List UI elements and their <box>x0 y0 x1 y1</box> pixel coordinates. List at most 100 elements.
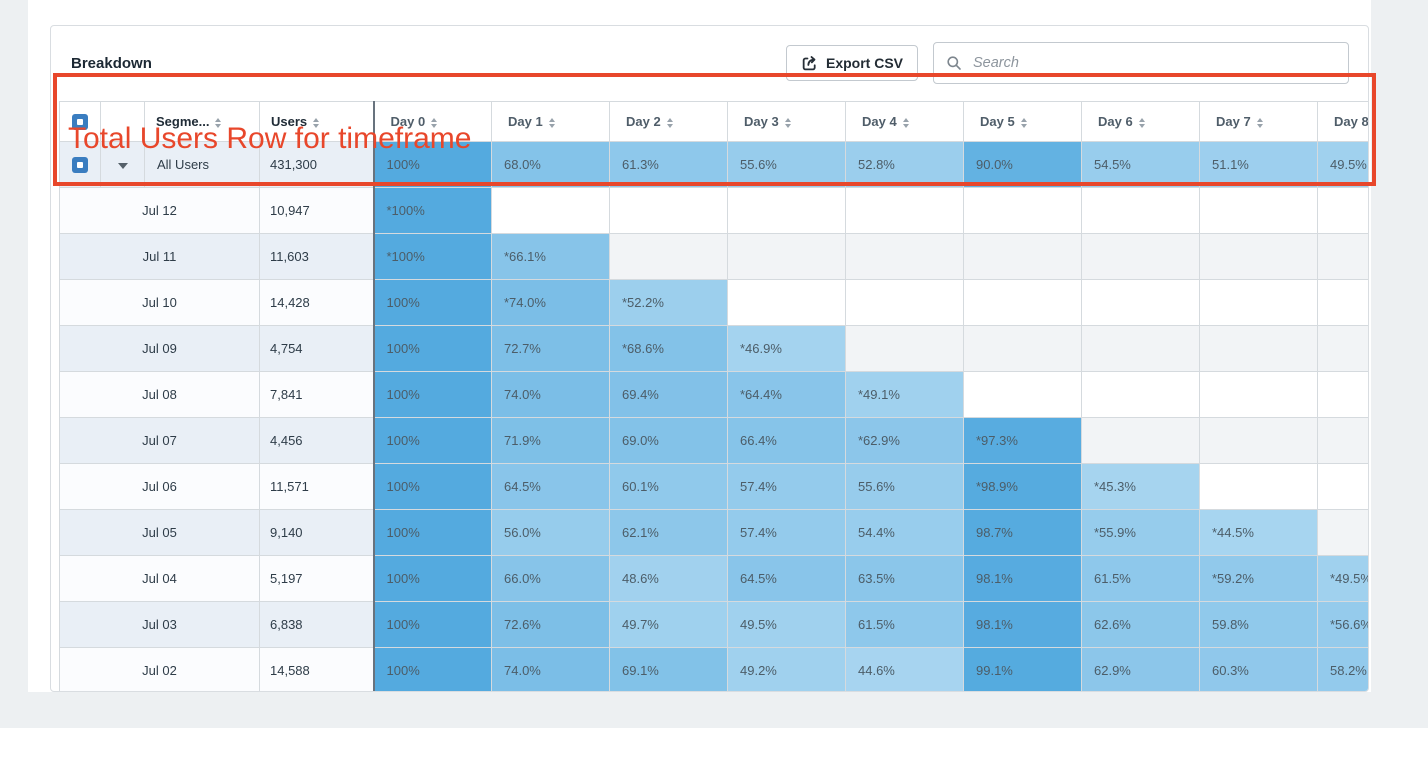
header-controls: Export CSV <box>785 42 1349 84</box>
cohort-row: Jul 09 4,754 100% 72.7% *68.6% *46.9% <box>59 325 1368 372</box>
column-header-day-5[interactable]: Day 5 <box>963 101 1082 142</box>
cohort-date-cell: Jul 09 <box>59 325 260 372</box>
retention-cell <box>609 233 728 280</box>
retention-cell: *62.9% <box>845 417 964 464</box>
retention-cell: 90.0% <box>963 141 1082 188</box>
search-box <box>933 42 1349 84</box>
retention-cell: 49.5% <box>727 601 846 648</box>
cohort-row: Jul 07 4,456 100% 71.9% 69.0% 66.4% *62.9% *97.… <box>59 417 1368 464</box>
retention-cell: 49.5% <box>1317 141 1368 188</box>
cohort-row: Jul 02 14,588 100% 74.0% 69.1% 49.2% 44.6% 99.1… <box>59 647 1368 691</box>
cohort-row: Jul 12 10,947 *100% <box>59 187 1368 234</box>
retention-cell: 72.6% <box>491 601 610 648</box>
retention-cell: 69.4% <box>609 371 728 418</box>
users-count-cell: 9,140 <box>259 509 374 556</box>
cohort-row: Jul 03 6,838 100% 72.6% 49.7% 49.5% 61.5% 98.1%… <box>59 601 1368 648</box>
column-header-day-1[interactable]: Day 1 <box>491 101 610 142</box>
sort-icon <box>431 117 438 128</box>
users-count-cell: 7,841 <box>259 371 374 418</box>
retention-table: Segme... Users Day 0 Day 1 Day 2 Day 3 Day 4… <box>59 101 1368 691</box>
retention-cell <box>1199 417 1318 464</box>
cohort-date-cell: Jul 04 <box>59 555 260 602</box>
column-header-day-0[interactable]: Day 0 <box>372 101 492 142</box>
breakdown-panel: Breakdown Export CSV <box>50 25 1369 692</box>
column-header-day-7[interactable]: Day 7 <box>1199 101 1318 142</box>
cohort-row: Jul 10 14,428 100% *74.0% *52.2% <box>59 279 1368 326</box>
retention-cell: 57.4% <box>727 509 846 556</box>
cohort-date-cell: Jul 05 <box>59 509 260 556</box>
cohort-row: Jul 06 11,571 100% 64.5% 60.1% 57.4% 55.6% *98.… <box>59 463 1368 510</box>
retention-cell <box>963 187 1082 234</box>
retention-cell <box>1081 279 1200 326</box>
retention-cell <box>727 233 846 280</box>
retention-cell: *59.2% <box>1199 555 1318 602</box>
retention-cell <box>1199 371 1318 418</box>
users-count-cell: 431,300 <box>259 141 374 188</box>
retention-cell: 100% <box>372 325 492 372</box>
sort-icon <box>215 117 222 128</box>
retention-cell: *49.1% <box>845 371 964 418</box>
cohort-date-cell: Jul 08 <box>59 371 260 418</box>
cohort-date-cell: Jul 02 <box>59 647 260 691</box>
row-checkbox[interactable] <box>72 156 88 173</box>
retention-cell: 66.0% <box>491 555 610 602</box>
panel-title: Breakdown <box>71 54 152 72</box>
retention-cell: *98.9% <box>963 463 1082 510</box>
retention-cell <box>1199 279 1318 326</box>
column-header-day-2[interactable]: Day 2 <box>609 101 728 142</box>
page-gutter-right <box>1371 0 1428 728</box>
retention-cell: 71.9% <box>491 417 610 464</box>
users-count-cell: 14,588 <box>259 647 374 691</box>
retention-cell <box>1081 417 1200 464</box>
retention-cell: *66.1% <box>491 233 610 280</box>
retention-cell: 100% <box>372 141 492 188</box>
retention-cell <box>1081 325 1200 372</box>
retention-cell <box>727 279 846 326</box>
users-count-cell: 10,947 <box>259 187 374 234</box>
retention-cell <box>1199 325 1318 372</box>
total-users-row: All Users 431,300 100% 68.0% 61.3% 55.6% 52.8%… <box>59 141 1368 188</box>
cohort-row: Jul 08 7,841 100% 74.0% 69.4% *64.4% *49.1% <box>59 371 1368 418</box>
sort-icon <box>784 117 791 128</box>
export-csv-button[interactable]: Export CSV <box>785 45 918 81</box>
retention-cell <box>963 279 1082 326</box>
column-header-day-6[interactable]: Day 6 <box>1081 101 1200 142</box>
retention-cell: 56.0% <box>491 509 610 556</box>
column-header-day-8[interactable]: Day 8 <box>1317 101 1368 142</box>
search-input[interactable] <box>971 54 1336 72</box>
sort-icon <box>1020 117 1027 128</box>
retention-cell <box>1081 187 1200 234</box>
retention-cell: *97.3% <box>963 417 1082 464</box>
retention-cell: 68.0% <box>491 141 610 188</box>
retention-cell: 100% <box>372 279 492 326</box>
retention-cell: *64.4% <box>727 371 846 418</box>
row-expander-cell <box>100 141 145 188</box>
users-count-cell: 14,428 <box>259 279 374 326</box>
column-header-day-3[interactable]: Day 3 <box>727 101 846 142</box>
retention-cell: 49.2% <box>727 647 846 691</box>
users-count-cell: 4,456 <box>259 417 374 464</box>
cohort-date-cell: Jul 03 <box>59 601 260 648</box>
retention-cell <box>1199 233 1318 280</box>
cohort-date-cell: Jul 06 <box>59 463 260 510</box>
retention-cell: 63.5% <box>845 555 964 602</box>
collapse-arrow-icon[interactable] <box>117 162 128 169</box>
column-header-users[interactable]: Users <box>259 101 374 142</box>
retention-cell: *55.9% <box>1081 509 1200 556</box>
select-all-checkbox[interactable] <box>72 113 88 130</box>
column-header-segment[interactable]: Segme... <box>144 101 260 142</box>
page-gutter-bottom <box>28 692 1371 728</box>
retention-cell: *52.2% <box>609 279 728 326</box>
row-checkbox-cell <box>59 141 101 188</box>
column-header-day-4[interactable]: Day 4 <box>845 101 964 142</box>
export-icon <box>801 55 818 72</box>
page-gutter-left <box>0 0 28 728</box>
sort-icon <box>313 117 320 128</box>
retention-cell: 74.0% <box>491 647 610 691</box>
table-header-row: Segme... Users Day 0 Day 1 Day 2 Day 3 Day 4… <box>59 101 1368 142</box>
panel-header: Breakdown Export CSV <box>51 34 1368 92</box>
retention-cell: 98.1% <box>963 601 1082 648</box>
retention-cell <box>845 233 964 280</box>
retention-cell: 59.8% <box>1199 601 1318 648</box>
users-count-cell: 5,197 <box>259 555 374 602</box>
